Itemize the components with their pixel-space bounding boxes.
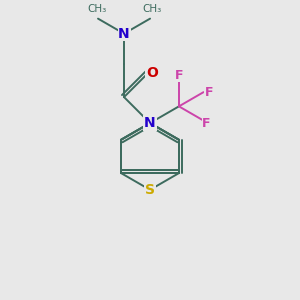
Text: F: F <box>205 86 214 99</box>
Text: CH₃: CH₃ <box>87 4 106 14</box>
Text: F: F <box>202 117 211 130</box>
Text: S: S <box>145 183 155 197</box>
Text: O: O <box>146 67 158 80</box>
Text: CH₃: CH₃ <box>142 4 161 14</box>
Text: F: F <box>175 69 183 82</box>
Text: N: N <box>118 27 130 41</box>
Text: N: N <box>144 116 156 130</box>
